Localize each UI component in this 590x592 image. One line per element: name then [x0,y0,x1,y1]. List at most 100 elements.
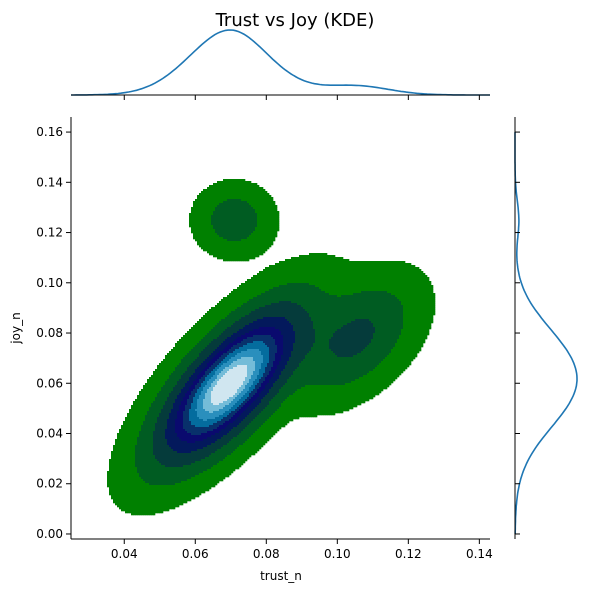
density-cell [221,217,224,220]
density-cell [361,271,364,274]
density-cell [377,313,380,316]
density-cell [365,323,368,326]
density-cell [381,267,384,270]
density-cell [249,255,252,258]
density-cell [227,241,230,244]
density-cell [207,233,210,236]
density-cell [415,279,418,282]
density-cell [349,309,352,312]
density-cell [237,205,240,208]
density-cell [293,287,296,290]
density-cell [349,301,352,304]
density-cell [233,221,236,224]
top-marginal-ticks [123,95,480,100]
density-cell [251,303,254,306]
density-cell [275,217,278,220]
density-cell [369,311,372,314]
density-cell [211,221,214,224]
density-cell [241,247,244,250]
density-cell [255,301,258,304]
density-cell [315,317,318,320]
density-cell [373,287,376,290]
density-cell [417,279,420,282]
density-cell [273,325,276,328]
density-cell [341,281,344,284]
density-cell [281,309,284,312]
density-cell [387,279,390,282]
density-cell [267,305,270,308]
density-cell [405,305,408,308]
density-cell [277,299,280,302]
density-cell [355,313,358,316]
density-cell [245,237,248,240]
density-cell [433,297,436,300]
density-cell [233,217,236,220]
density-cell [213,199,216,202]
density-cell [223,217,226,220]
density-cell [307,299,310,302]
density-cell [301,277,304,280]
density-cell [207,197,210,200]
density-cell [407,299,410,302]
density-cell [375,319,378,322]
density-cell [371,323,374,326]
density-cell [399,315,402,318]
density-cell [417,321,420,324]
density-cell [227,185,230,188]
density-cell [423,303,426,306]
density-cell [423,273,426,276]
density-cell [259,217,262,220]
density-cell [335,327,338,330]
density-cell [363,325,366,328]
density-cell [413,309,416,312]
density-cell [303,259,306,262]
density-cell [417,327,420,330]
density-cell [281,325,284,328]
density-cell [361,315,364,318]
density-cell [377,307,380,310]
density-cell [273,317,276,320]
density-cell [299,291,302,294]
density-cell [251,251,254,254]
density-cell [397,317,400,320]
density-cell [335,321,338,324]
density-cell [389,323,392,326]
density-cell [235,221,238,224]
density-cell [317,307,320,310]
density-cell [361,289,364,292]
density-cell [249,203,252,206]
density-cell [379,261,382,264]
density-cell [415,309,418,312]
density-cell [271,283,274,286]
density-cell [425,275,428,278]
density-cell [257,227,260,230]
density-cell [247,325,250,328]
right-marginal [514,117,578,539]
density-cell [203,235,206,238]
density-cell [397,269,400,272]
density-cell [339,325,342,328]
density-cell [367,317,370,320]
density-cell [293,325,296,328]
density-cell [335,307,338,310]
density-cell [241,299,244,302]
density-cell [287,285,290,288]
density-cell [243,249,246,252]
density-cell [297,303,300,306]
density-cell [341,305,344,308]
density-cell [409,323,412,326]
density-cell [203,245,206,248]
density-cell [341,279,344,282]
density-cell [371,277,374,280]
density-cell [245,241,248,244]
density-cell [229,181,232,184]
density-cell [243,251,246,254]
density-cell [365,263,368,266]
density-cell [349,269,352,272]
density-cell [263,275,266,278]
density-cell [381,265,384,268]
density-cell [261,317,264,320]
density-cell [325,295,328,298]
density-cell [309,285,312,288]
density-cell [345,301,348,304]
